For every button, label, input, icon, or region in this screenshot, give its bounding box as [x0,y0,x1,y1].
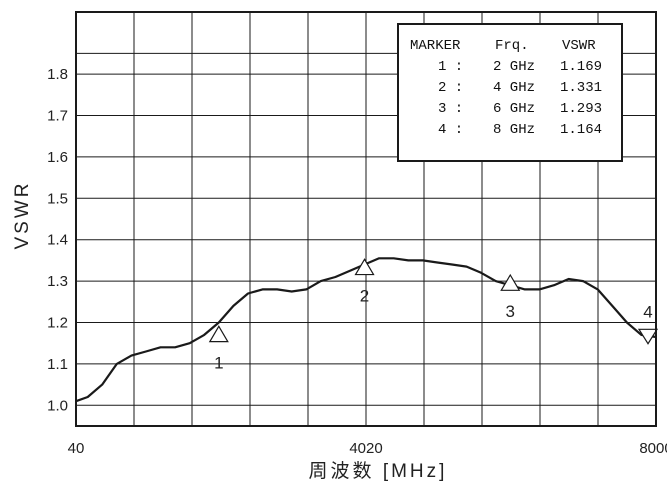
y-tick-label: 1.2 [47,315,68,332]
marker-number: 3 [506,302,515,321]
y-tick-label: 1.6 [47,149,68,166]
y-axis-title: VSWR [12,181,33,250]
marker-number: 4 [643,302,652,321]
x-tick-label: 40 [68,440,85,457]
marker-triangle [637,328,659,345]
marker-table-cell: 6 GHz [493,101,535,117]
marker-table: MARKER Frq. VSWR 1 : 2 GHz 1.169 2 : 4 GHz 1.331… [397,23,623,162]
marker-table-cell: 1.164 [560,122,602,138]
marker-table-cell: 1 : [438,59,463,75]
plot-frame [75,11,657,427]
marker-number: 2 [360,286,369,305]
marker-table-cell: 3 : [438,101,463,117]
marker-table-cell: 4 : [438,122,463,138]
marker-table-cell: 4 GHz [493,80,535,96]
marker-table-frame [397,23,623,162]
marker-table-header: MARKER [410,38,461,54]
y-tick-label: 1.5 [47,190,68,207]
marker-table-cell: 2 : [438,80,463,96]
marker-table-cell: 8 GHz [493,122,535,138]
y-tick-label: 1.7 [47,108,68,125]
marker-triangle [354,258,375,276]
marker-table-cell: 1.331 [560,80,602,96]
marker-table-cell: 2 GHz [493,59,535,75]
marker-table-header: VSWR [562,38,596,54]
marker-table-cell: 1.169 [560,59,602,75]
x-tick-label: 8000 [639,440,667,457]
marker-table-header: Frq. [495,38,529,54]
marker-triangle [500,273,521,291]
y-tick-label: 1.0 [47,397,68,414]
marker-number: 1 [214,353,223,372]
x-tick-label: 4020 [349,440,382,457]
y-tick-label: 1.1 [47,356,68,373]
tick-labels: 1.0 1.1 1.2 1.3 1.4 1.5 1.6 1.7 1.8 40 4020 8000 [47,66,667,457]
y-tick-label: 1.4 [47,232,68,249]
y-tick-label: 1.3 [47,273,68,290]
marker-triangle [208,325,229,343]
x-axis-title: 周波数 [MHz] [309,460,448,482]
y-tick-label: 1.8 [47,66,68,83]
marker-table-cell: 1.293 [560,101,602,117]
markers: 1 2 3 4 [208,258,659,372]
